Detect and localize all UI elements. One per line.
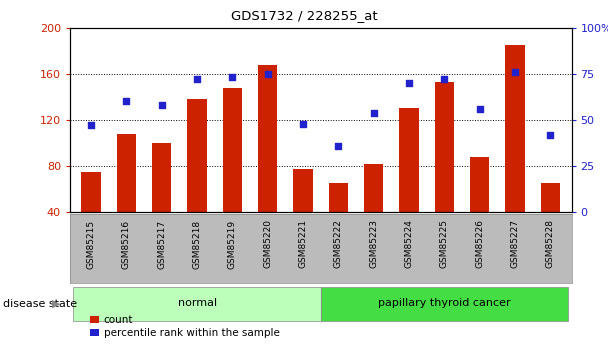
Point <box>475 106 485 111</box>
Text: GSM85228: GSM85228 <box>546 219 555 268</box>
Point <box>86 123 96 128</box>
Point <box>192 77 202 82</box>
Bar <box>258 65 277 212</box>
Bar <box>81 172 101 212</box>
Bar <box>470 157 489 212</box>
Text: GSM85226: GSM85226 <box>475 219 484 268</box>
Text: GSM85216: GSM85216 <box>122 219 131 268</box>
Bar <box>223 88 242 212</box>
Point <box>157 102 167 108</box>
Bar <box>152 143 171 212</box>
Point <box>440 77 449 82</box>
Point <box>545 132 555 137</box>
Bar <box>187 99 207 212</box>
Point <box>263 71 272 77</box>
Bar <box>541 183 560 212</box>
Text: GSM85222: GSM85222 <box>334 219 343 268</box>
Text: GSM85224: GSM85224 <box>404 219 413 268</box>
Bar <box>321 286 568 321</box>
Text: GSM85220: GSM85220 <box>263 219 272 268</box>
Text: normal: normal <box>178 298 216 308</box>
Bar <box>293 169 313 212</box>
Bar <box>364 164 384 212</box>
Text: GSM85218: GSM85218 <box>193 219 202 268</box>
Text: GSM85221: GSM85221 <box>299 219 308 268</box>
Text: GSM85225: GSM85225 <box>440 219 449 268</box>
Point <box>510 69 520 75</box>
Text: GSM85217: GSM85217 <box>157 219 166 268</box>
Point <box>334 143 344 148</box>
Point <box>369 110 379 115</box>
Bar <box>399 108 419 212</box>
Text: GSM85227: GSM85227 <box>511 219 519 268</box>
Bar <box>329 183 348 212</box>
Text: GSM85215: GSM85215 <box>86 219 95 268</box>
Legend: count, percentile rank within the sample: count, percentile rank within the sample <box>91 315 280 338</box>
Bar <box>505 45 525 212</box>
Text: GSM85219: GSM85219 <box>228 219 237 268</box>
Text: disease state: disease state <box>3 299 77 308</box>
Point <box>227 75 237 80</box>
Bar <box>435 82 454 212</box>
Bar <box>74 286 321 321</box>
Text: papillary thyroid cancer: papillary thyroid cancer <box>378 298 511 308</box>
Bar <box>117 134 136 212</box>
Text: GDS1732 / 228255_at: GDS1732 / 228255_at <box>230 9 378 22</box>
Text: ▶: ▶ <box>52 299 61 308</box>
Point <box>404 80 414 86</box>
Text: GSM85223: GSM85223 <box>369 219 378 268</box>
Point <box>298 121 308 126</box>
Point <box>122 99 131 104</box>
